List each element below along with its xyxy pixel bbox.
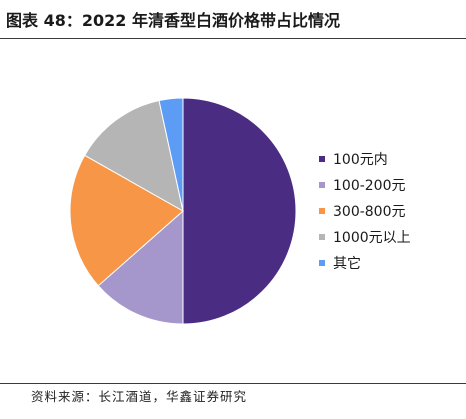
- chart-title: 图表 48：2022 年清香型白酒价格带占比情况: [6, 11, 340, 30]
- source-divider: [0, 383, 466, 384]
- source-note: 资料来源：长江酒道，华鑫证券研究: [31, 389, 248, 404]
- legend-item: 1000元以上: [319, 230, 411, 246]
- title-divider: [0, 38, 466, 39]
- legend-label: 300-800元: [333, 204, 406, 220]
- pie-slices: [69, 97, 297, 325]
- legend-label: 其它: [333, 255, 361, 272]
- legend-swatch: [319, 234, 325, 240]
- legend-label: 1000元以上: [333, 230, 411, 246]
- legend-item: 100-200元: [319, 178, 406, 194]
- legend-item: 其它: [319, 255, 361, 272]
- legend-item: 100元内: [319, 152, 388, 168]
- legend-swatch: [319, 260, 325, 266]
- legend-label: 100元内: [333, 152, 388, 168]
- pie-slice: [69, 154, 184, 287]
- pie-slice: [182, 97, 297, 325]
- legend-swatch: [319, 156, 325, 162]
- legend-swatch: [319, 182, 325, 188]
- pie-slice: [83, 99, 184, 212]
- legend-swatch: [319, 208, 325, 214]
- legend-item: 300-800元: [319, 204, 406, 220]
- pie-slice: [158, 97, 184, 212]
- legend-label: 100-200元: [333, 178, 406, 194]
- pie-slice: [97, 209, 184, 325]
